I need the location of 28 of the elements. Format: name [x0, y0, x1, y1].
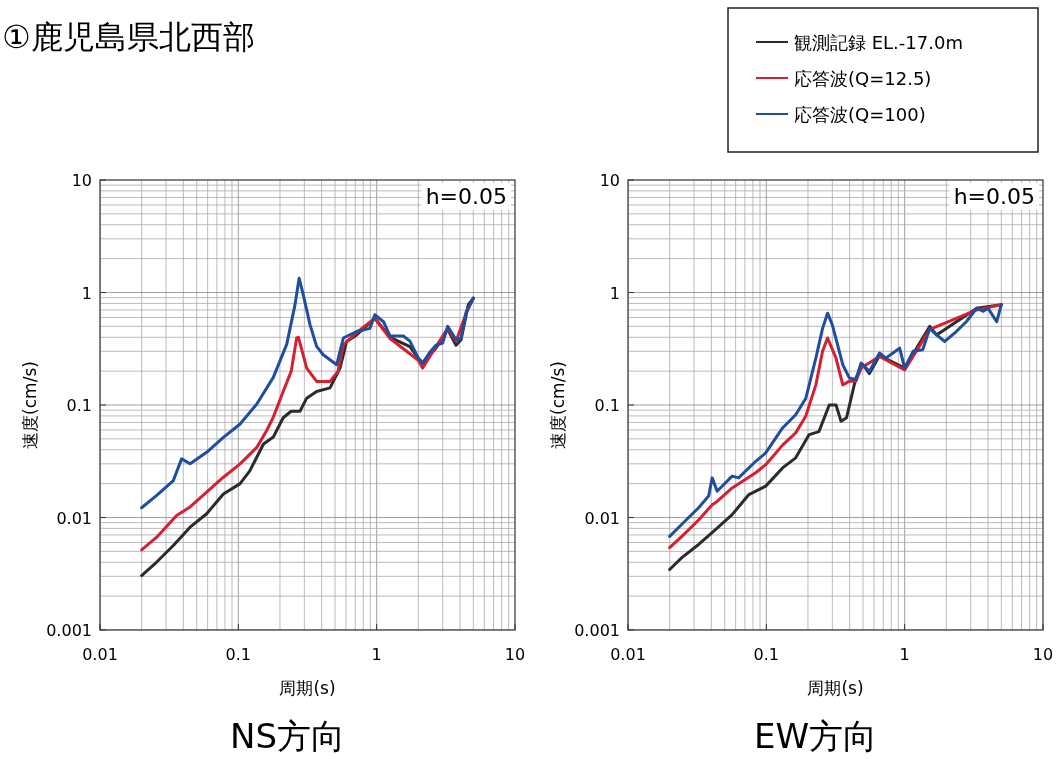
y-tick-label: 0.01 [584, 508, 620, 528]
y-tick-label: 10 [599, 171, 620, 190]
y-tick-label: 0.1 [66, 396, 92, 415]
y-tick-label: 0.1 [594, 396, 620, 415]
text: EW方向 [753, 716, 878, 756]
x-tick-label: 1 [371, 645, 382, 664]
annotation: h=0.05 [953, 184, 1035, 209]
y-tick-label: 0.001 [574, 621, 620, 640]
y-tick-label: 1 [609, 283, 620, 303]
legend-label: 観測記録 EL.-17.0m [794, 32, 963, 53]
x-axis-title: 周期(s) [279, 678, 336, 698]
y-tick-label: 0.01 [56, 508, 92, 528]
annotation: h=0.05 [425, 184, 507, 209]
legend-label: 応答波(Q=12.5) [794, 68, 932, 89]
text: NS方向 [229, 716, 346, 756]
x-tick-label: 10 [504, 645, 526, 664]
legend-label: 応答波(Q=100) [794, 104, 926, 125]
chart-title: ①鹿児島県北西部 [2, 18, 255, 56]
y-tick-label: 1 [81, 283, 92, 303]
y-tick-label: 10 [71, 171, 92, 190]
x-tick-label: 0.1 [753, 645, 780, 664]
x-tick-label: 1 [899, 645, 910, 664]
x-tick-label: 0.1 [225, 645, 252, 664]
y-axis-title: 速度(cm/s) [20, 361, 40, 449]
x-axis-title: 周期(s) [807, 678, 864, 698]
y-tick-label: 0.001 [46, 621, 92, 640]
x-tick-label: 10 [1032, 645, 1054, 664]
y-axis-title: 速度(cm/s) [548, 361, 568, 449]
